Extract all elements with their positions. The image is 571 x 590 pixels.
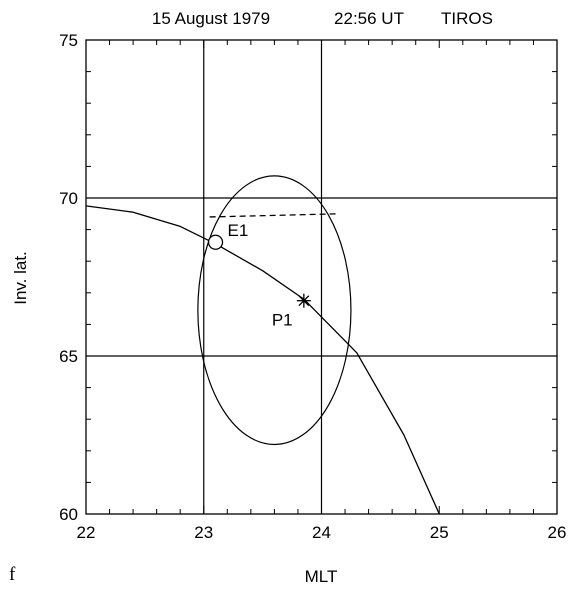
title-satellite: TIROS	[441, 9, 493, 28]
tick-labels: 22 23 24 25 26 60 65 70 75	[59, 31, 566, 542]
x-tick-label: 26	[548, 523, 567, 542]
chart-title: 15 August 1979 22:56 UT TIROS	[152, 9, 493, 28]
x-tick-label: 23	[194, 523, 213, 542]
title-time: 22:56 UT	[334, 9, 404, 28]
x-tick-label: 25	[430, 523, 449, 542]
x-axis-label: MLT	[305, 567, 338, 586]
title-date: 15 August 1979	[152, 9, 270, 28]
marker-p1	[296, 293, 311, 308]
x-tick-label: 24	[312, 523, 331, 542]
y-tick-label: 60	[59, 505, 78, 524]
gridlines	[86, 40, 557, 514]
y-axis-label: Inv. lat.	[11, 251, 30, 305]
plot-frame	[85, 39, 558, 515]
dashed-boundary	[209, 213, 340, 218]
point-label-e1: E1	[228, 221, 249, 240]
satellite-track	[85, 205, 440, 515]
marker-e1	[207, 234, 224, 250]
point-label-p1: P1	[272, 311, 293, 330]
y-tick-label: 70	[59, 189, 78, 208]
star-stroke	[298, 295, 310, 307]
x-tick-label: 22	[77, 523, 96, 542]
y-tick-label: 75	[59, 31, 78, 50]
chart-series: E1 P1	[85, 175, 440, 515]
oval-region	[197, 175, 352, 446]
y-tick-label: 65	[59, 347, 78, 366]
panel-label: f	[9, 564, 16, 585]
